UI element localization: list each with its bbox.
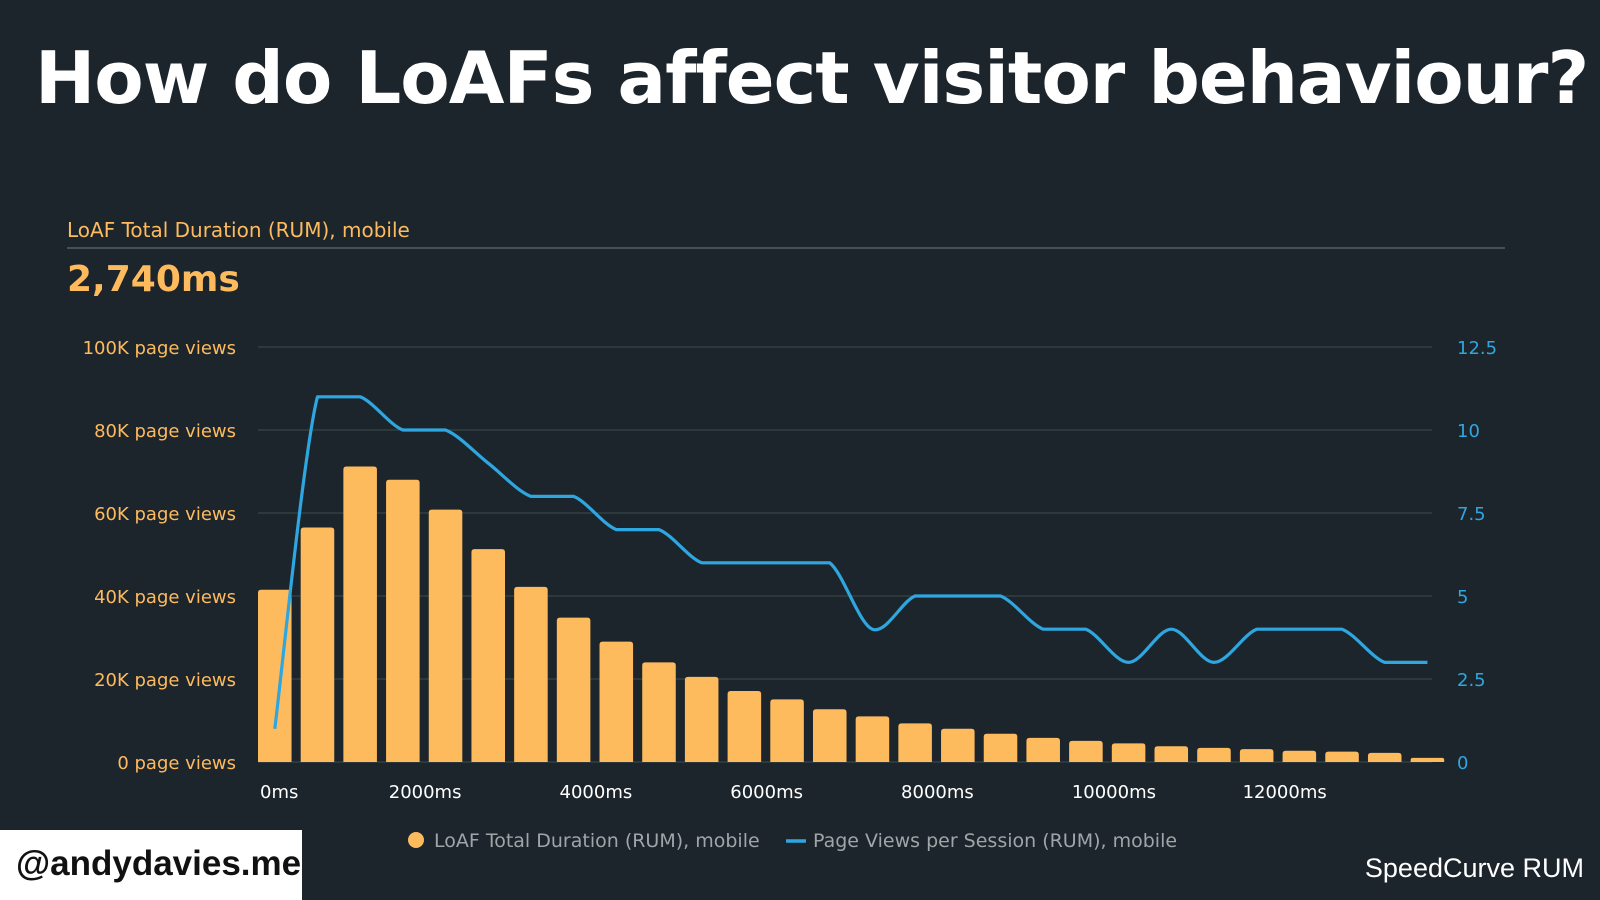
source-credit: SpeedCurve RUM [1364,853,1584,883]
bar [1111,743,1146,762]
x-tick-label: 12000ms [1243,782,1327,803]
x-tick-label: 6000ms [730,782,803,803]
y-right-tick-label: 12.5 [1457,338,1497,359]
bar [471,549,505,762]
bar [1069,740,1103,762]
bar [684,676,719,762]
headline-value: 2,740ms [67,259,240,300]
y-left-tick-label: 80K page views [94,421,236,442]
x-tick-label: 8000ms [901,782,974,803]
bar [941,728,975,762]
y-right-tick-label: 7.5 [1457,504,1486,525]
bar [812,709,847,762]
bar [514,586,548,762]
y-right-tick-label: 0 [1457,753,1468,774]
bar [386,479,420,762]
y-right-tick-label: 2.5 [1457,670,1486,691]
bar [1325,751,1359,762]
x-tick-label: 10000ms [1072,782,1156,803]
bar [1282,750,1317,762]
line-series [273,395,1428,730]
bar [343,466,377,762]
bar [258,589,292,762]
y-left-tick-label: 60K page views [94,504,236,525]
bar [983,733,1018,762]
bar [300,527,335,762]
line-path [273,395,1428,730]
x-tick-label: 4000ms [560,782,633,803]
y-left-tick-label: 40K page views [94,587,236,608]
bar [770,699,804,762]
y-right-tick-label: 5 [1457,587,1468,608]
y-left-tick-label: 20K page views [94,670,236,691]
bar [642,662,676,762]
bar [1239,749,1274,762]
legend: LoAF Total Duration (RUM), mobile Page V… [408,830,1177,852]
x-tick-label: 0ms [260,782,298,803]
bar [556,617,591,762]
bar [428,509,463,762]
bar [898,723,932,762]
bar [1410,757,1445,762]
axes: 0 page views 20K page views 40K page views… [83,338,1497,803]
x-tick-label: 2000ms [389,782,462,803]
bar [1367,752,1402,762]
chart-metric-label: LoAF Total Duration (RUM), mobile [67,218,410,242]
bar [855,716,890,762]
bar [727,691,762,762]
slide-title: How do LoAFs affect visitor behaviour? [35,36,1589,120]
bar-series [258,466,1445,762]
legend-line-label: Page Views per Session (RUM), mobile [813,830,1177,852]
bar [599,641,634,762]
author-handle: @andydavies.me [16,844,302,883]
bar [1026,737,1060,762]
author-handle-box: @andydavies.me [0,830,302,900]
y-right-tick-label: 10 [1457,421,1480,442]
legend-bar-label: LoAF Total Duration (RUM), mobile [434,830,760,852]
legend-bar-swatch [408,832,424,848]
y-left-tick-label: 100K page views [83,338,236,359]
bar [1154,746,1189,762]
bar [1197,747,1231,762]
y-left-tick-label: 0 page views [117,753,236,774]
